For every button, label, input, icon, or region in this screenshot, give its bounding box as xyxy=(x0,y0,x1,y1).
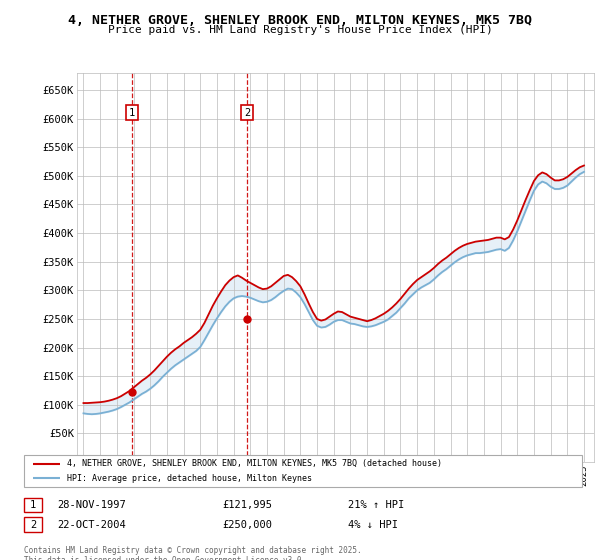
Text: £250,000: £250,000 xyxy=(222,520,272,530)
Text: 1: 1 xyxy=(30,500,36,510)
Text: 1: 1 xyxy=(129,108,135,118)
Text: 2: 2 xyxy=(244,108,250,118)
Text: 4, NETHER GROVE, SHENLEY BROOK END, MILTON KEYNES, MK5 7BQ: 4, NETHER GROVE, SHENLEY BROOK END, MILT… xyxy=(68,14,532,27)
Text: Contains HM Land Registry data © Crown copyright and database right 2025.
This d: Contains HM Land Registry data © Crown c… xyxy=(24,546,362,560)
Text: 28-NOV-1997: 28-NOV-1997 xyxy=(57,500,126,510)
Text: 4, NETHER GROVE, SHENLEY BROOK END, MILTON KEYNES, MK5 7BQ (detached house): 4, NETHER GROVE, SHENLEY BROOK END, MILT… xyxy=(67,459,442,468)
Text: 22-OCT-2004: 22-OCT-2004 xyxy=(57,520,126,530)
Text: Price paid vs. HM Land Registry's House Price Index (HPI): Price paid vs. HM Land Registry's House … xyxy=(107,25,493,35)
Text: 21% ↑ HPI: 21% ↑ HPI xyxy=(348,500,404,510)
Text: £121,995: £121,995 xyxy=(222,500,272,510)
Text: 4% ↓ HPI: 4% ↓ HPI xyxy=(348,520,398,530)
Text: 2: 2 xyxy=(30,520,36,530)
Text: HPI: Average price, detached house, Milton Keynes: HPI: Average price, detached house, Milt… xyxy=(67,474,312,483)
